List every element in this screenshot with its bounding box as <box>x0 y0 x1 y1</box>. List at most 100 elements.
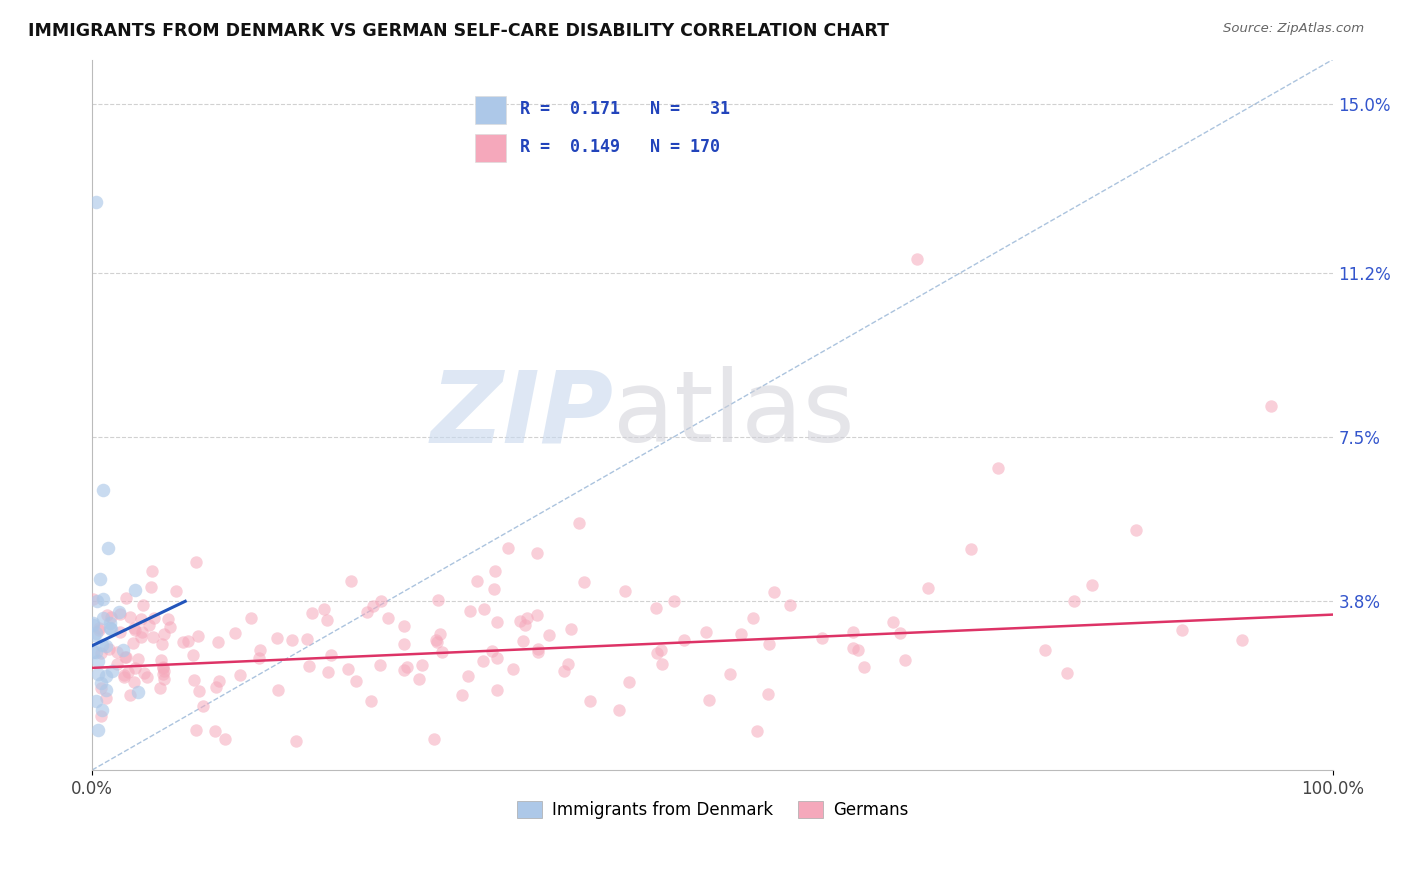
Point <box>90 681 112 696</box>
Point <box>240 611 263 625</box>
Point <box>141 564 163 578</box>
Point <box>337 662 360 676</box>
Point <box>852 660 875 674</box>
Point <box>370 594 392 608</box>
Point <box>614 583 637 598</box>
Point <box>894 653 917 667</box>
Point <box>105 657 128 671</box>
Text: Source: ZipAtlas.com: Source: ZipAtlas.com <box>1223 22 1364 36</box>
Point <box>117 665 139 679</box>
Point <box>485 615 508 629</box>
Point <box>650 642 672 657</box>
Point <box>841 625 863 640</box>
Point <box>205 680 228 694</box>
Point <box>82 615 104 630</box>
Point <box>356 605 378 619</box>
Point <box>502 662 524 676</box>
Point <box>89 572 111 586</box>
Point <box>425 632 447 647</box>
Point <box>1081 578 1104 592</box>
Point <box>166 583 188 598</box>
Point <box>84 694 107 708</box>
Point <box>662 593 685 607</box>
Point <box>1033 643 1056 657</box>
Point <box>481 644 503 658</box>
Point <box>82 592 104 607</box>
Point <box>730 626 752 640</box>
Point <box>224 626 246 640</box>
Point <box>889 626 911 640</box>
Point <box>645 600 668 615</box>
Point <box>526 608 548 623</box>
Point <box>83 628 105 642</box>
Point <box>98 641 121 656</box>
Point <box>94 682 117 697</box>
Point <box>361 599 384 613</box>
Point <box>115 650 138 665</box>
Point <box>672 633 695 648</box>
Point <box>96 639 118 653</box>
Point <box>152 666 174 681</box>
Text: ZIP: ZIP <box>430 367 613 463</box>
Point <box>96 607 118 622</box>
Text: IMMIGRANTS FROM DENMARK VS GERMAN SELF-CARE DISABILITY CORRELATION CHART: IMMIGRANTS FROM DENMARK VS GERMAN SELF-C… <box>28 22 889 40</box>
Point <box>882 615 904 630</box>
Point <box>512 634 534 648</box>
Point <box>368 657 391 672</box>
Point <box>124 624 146 638</box>
Point <box>90 703 112 717</box>
Point <box>762 585 785 599</box>
Point <box>457 669 479 683</box>
Point <box>93 591 115 606</box>
Point <box>465 574 488 588</box>
Point <box>718 667 741 681</box>
Point <box>427 592 450 607</box>
Point <box>139 581 162 595</box>
Point <box>193 698 215 713</box>
Point <box>377 610 399 624</box>
Point <box>129 630 152 644</box>
Point <box>1171 623 1194 637</box>
Point <box>187 629 209 643</box>
Point <box>917 582 939 596</box>
Point <box>458 604 481 618</box>
Point <box>129 612 152 626</box>
Point <box>84 194 107 209</box>
Point <box>87 654 110 668</box>
Point <box>344 674 367 689</box>
Point <box>100 609 122 624</box>
Point <box>472 601 495 615</box>
Point <box>84 645 107 659</box>
Point <box>301 607 323 621</box>
Point <box>496 541 519 555</box>
Point <box>515 618 537 632</box>
Point <box>98 621 121 635</box>
Point <box>108 605 131 619</box>
Point <box>132 666 155 681</box>
Point <box>229 668 252 682</box>
Point <box>747 724 769 739</box>
Point <box>100 622 122 636</box>
Point <box>152 661 174 675</box>
Point <box>266 631 288 645</box>
Point <box>509 614 531 628</box>
Point <box>207 635 229 649</box>
Point <box>84 625 107 640</box>
Point <box>411 658 433 673</box>
Point <box>423 732 446 747</box>
Point <box>82 618 104 632</box>
Point <box>695 624 717 639</box>
Point <box>122 621 145 635</box>
Point <box>741 610 763 624</box>
Point <box>360 694 382 708</box>
Point <box>482 582 505 596</box>
Point <box>112 670 135 684</box>
Point <box>1063 594 1085 608</box>
Point <box>779 598 801 612</box>
Point <box>281 632 304 647</box>
Point <box>557 657 579 672</box>
Point <box>153 672 176 686</box>
Point <box>124 675 146 690</box>
Point <box>426 634 449 648</box>
Point <box>553 664 575 678</box>
